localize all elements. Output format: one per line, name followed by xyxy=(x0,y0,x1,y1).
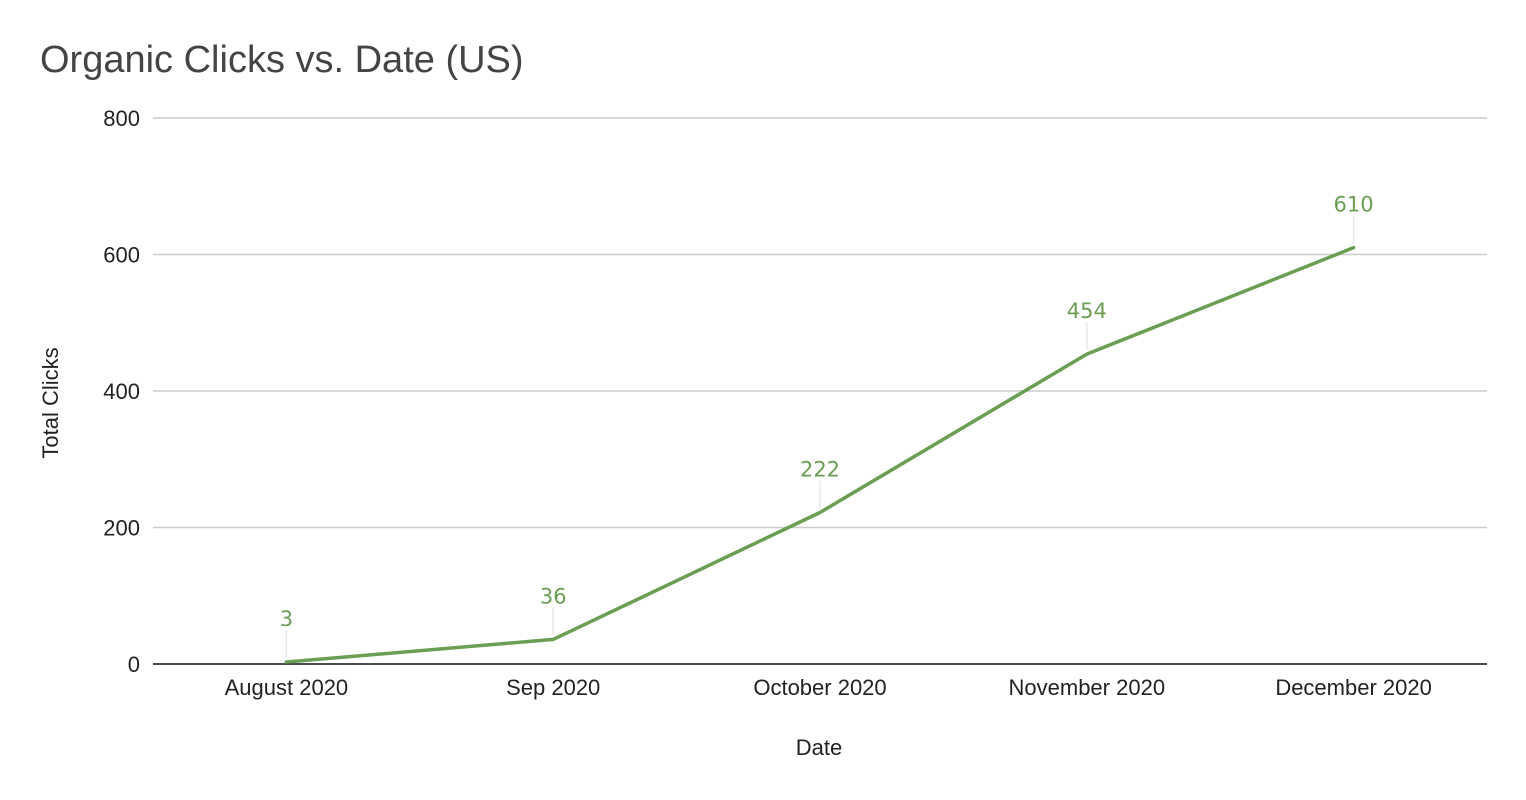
data-label: 222 xyxy=(800,457,840,481)
data-labels: 3 36 222 454 610 xyxy=(280,193,1374,658)
x-axis-ticks: August 2020 Sep 2020 October 2020 November … xyxy=(225,675,1432,700)
series-line xyxy=(284,245,1356,664)
x-tick-label: Sep 2020 xyxy=(506,675,600,700)
data-label: 454 xyxy=(1067,299,1107,323)
chart-title: Organic Clicks vs. Date (US) xyxy=(40,39,524,81)
data-label: 610 xyxy=(1334,193,1374,217)
x-tick-label: November 2020 xyxy=(1009,675,1166,700)
series-layer xyxy=(284,245,1356,664)
y-tick-label: 800 xyxy=(103,106,140,131)
y-axis-ticks: 0 200 400 600 800 xyxy=(103,106,140,677)
x-axis-title: Date xyxy=(796,735,842,760)
data-label: 3 xyxy=(280,607,293,631)
y-tick-label: 200 xyxy=(103,516,140,541)
x-tick-label: December 2020 xyxy=(1275,675,1432,700)
gridlines xyxy=(153,117,1487,665)
y-tick-label: 600 xyxy=(103,243,140,268)
x-tick-label: August 2020 xyxy=(225,675,349,700)
y-tick-label: 0 xyxy=(128,652,140,677)
y-tick-label: 400 xyxy=(103,379,140,404)
x-tick-label: October 2020 xyxy=(753,675,886,700)
data-label: 36 xyxy=(540,584,567,608)
y-axis-title: Total Clicks xyxy=(38,347,63,458)
